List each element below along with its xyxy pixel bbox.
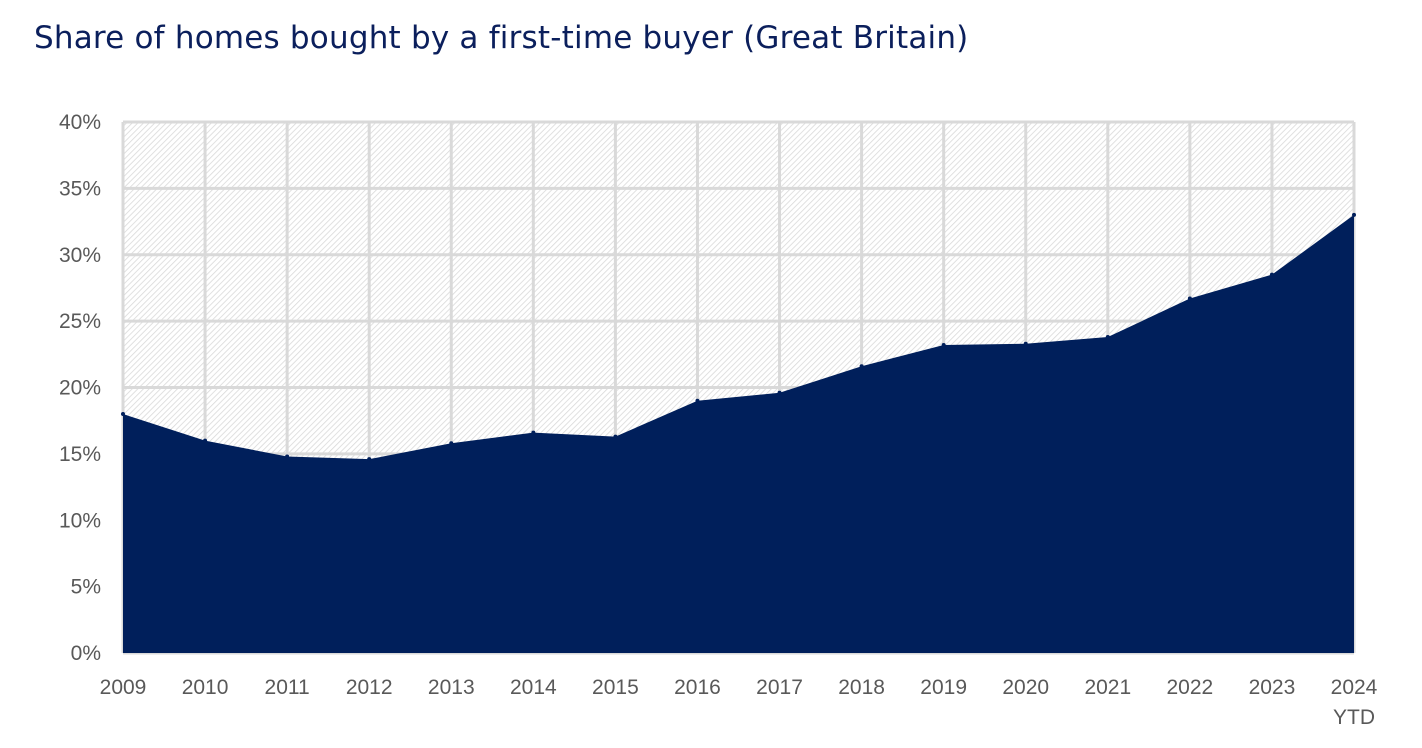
x-tick-label: 2011 (265, 676, 310, 699)
x-tick-label: 2012 (346, 676, 393, 699)
data-point (449, 441, 454, 446)
y-tick-label: 25% (59, 310, 101, 333)
y-tick-label: 35% (59, 177, 101, 200)
x-tick-label: 2018 (838, 676, 885, 699)
x-tick-label: 2014 (510, 676, 557, 699)
y-tick-label: 5% (71, 576, 101, 599)
data-point (531, 430, 536, 435)
x-tick-label: 2020 (1002, 676, 1049, 699)
first-time-buyer-share-area (123, 214, 1354, 654)
y-tick-label: 15% (59, 443, 101, 466)
chart-title: Share of homes bought by a first-time bu… (34, 20, 969, 56)
data-point (285, 454, 290, 459)
y-tick-label: 40% (59, 111, 101, 134)
x-tick-label: 2022 (1167, 676, 1214, 699)
x-tick-label: 2017 (756, 676, 803, 699)
data-point (1187, 296, 1192, 301)
data-point (367, 457, 372, 462)
x-tick-label: 2021 (1084, 676, 1131, 699)
x-tick-label: 2023 (1249, 676, 1296, 699)
data-point (1269, 272, 1274, 277)
x-tick-label-suffix: YTD (1333, 706, 1375, 729)
data-point (121, 412, 125, 417)
x-tick-label: 2024 (1331, 676, 1378, 699)
data-point (777, 390, 782, 395)
data-point (941, 343, 946, 348)
y-tick-label: 10% (59, 509, 101, 532)
data-point (613, 434, 618, 439)
y-axis-tick-labels: 0% 5% 10% 15% 20% 25% 30% 35% 40% (59, 111, 101, 665)
y-tick-label: 20% (59, 377, 101, 400)
data-point (695, 398, 700, 403)
x-tick-label: 2019 (920, 676, 967, 699)
data-points (121, 212, 1356, 462)
data-point (203, 438, 208, 443)
data-point (1352, 212, 1356, 217)
x-tick-label: 2015 (592, 676, 639, 699)
y-tick-label: 0% (71, 642, 101, 665)
data-point (1023, 341, 1028, 346)
x-axis-tick-labels: 2009 2010 2011 2012 2013 2014 2015 2016 2017 2018… (100, 676, 1378, 729)
x-tick-label: 2013 (428, 676, 475, 699)
x-tick-label: 2009 (100, 676, 147, 699)
x-tick-label: 2010 (182, 676, 229, 699)
x-tick-label: 2016 (674, 676, 721, 699)
data-point (859, 364, 864, 369)
y-tick-label: 30% (59, 244, 101, 267)
data-point (1105, 335, 1110, 340)
